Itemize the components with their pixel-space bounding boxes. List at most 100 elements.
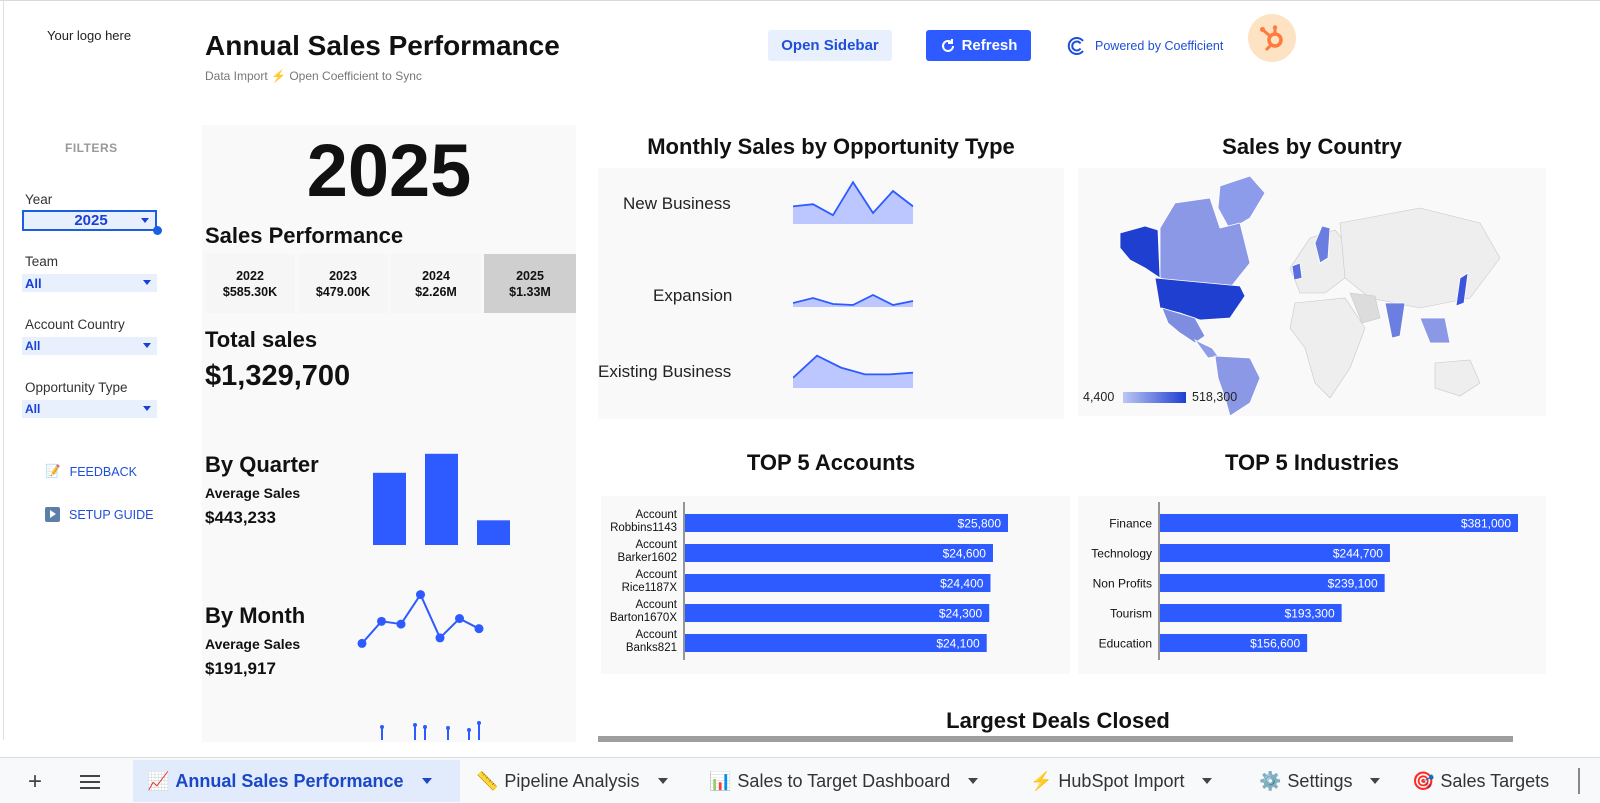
chevron-down-icon[interactable] bbox=[1370, 778, 1381, 784]
bar-value-label: $24,400 bbox=[940, 577, 984, 591]
year-label: 2022 bbox=[236, 268, 264, 283]
chevron-down-icon[interactable] bbox=[1202, 778, 1213, 784]
quarter-bar bbox=[477, 520, 510, 545]
sparkline-line bbox=[793, 354, 914, 379]
bar bbox=[1160, 604, 1342, 622]
tab-settings[interactable]: ⚙️ Settings bbox=[1245, 760, 1390, 802]
chevron-down-icon[interactable] bbox=[421, 778, 432, 784]
gear-icon: ⚙️ bbox=[1259, 770, 1282, 791]
bar-value-label: $156,600 bbox=[1250, 637, 1300, 651]
memo-icon: 📝 bbox=[45, 464, 61, 478]
bar-chart-icon: 📊 bbox=[709, 770, 732, 791]
month-point bbox=[377, 616, 386, 626]
tab-sales-targets[interactable]: 🎯 Sales Targets bbox=[1398, 760, 1578, 802]
month-avg-value: $191,917 bbox=[205, 659, 276, 678]
lightning-icon: ⚡ bbox=[1030, 770, 1053, 791]
filter-team-select[interactable]: All bbox=[22, 274, 157, 292]
tab-pipeline-analysis[interactable]: 📏 Pipeline Analysis bbox=[462, 760, 688, 802]
partial-stem-chart bbox=[380, 721, 481, 740]
map-south-america bbox=[1214, 355, 1261, 416]
chevron-down-icon bbox=[143, 406, 151, 411]
year-value: $479.00K bbox=[315, 284, 371, 299]
quarter-avg-value: $443,233 bbox=[205, 508, 276, 527]
filter-team-label: Team bbox=[25, 254, 59, 269]
bar-category-label: Barker1602 bbox=[618, 552, 677, 564]
bar bbox=[685, 604, 990, 622]
selection-handle[interactable] bbox=[153, 226, 162, 235]
setup-guide-label: SETUP GUIDE bbox=[69, 507, 154, 522]
month-avg-label: Average Sales bbox=[205, 636, 301, 652]
chevron-down-icon[interactable] bbox=[968, 778, 979, 784]
feedback-link[interactable]: 📝 FEEDBACK bbox=[45, 464, 137, 479]
bar-category-label: Banks821 bbox=[626, 642, 677, 654]
tab-hubspot-import[interactable]: ⚡ HubSpot Import bbox=[1016, 760, 1241, 802]
open-sidebar-button[interactable]: Open Sidebar bbox=[768, 30, 892, 61]
month-point bbox=[455, 614, 464, 624]
year-cell-2022[interactable]: 2022 $585.30K bbox=[205, 254, 295, 313]
bar-category-label: Robbins1143 bbox=[610, 522, 677, 534]
subtitle-sync: Open Coefficient to Sync bbox=[289, 69, 422, 83]
tab-label: HubSpot Import bbox=[1058, 770, 1185, 791]
largest-deals-title: Largest Deals Closed bbox=[946, 708, 1170, 733]
map-russia-asia bbox=[1339, 207, 1501, 309]
add-sheet-icon[interactable]: + bbox=[28, 768, 43, 795]
filter-opportunity-select[interactable]: All bbox=[22, 400, 157, 418]
year-value: $1.33M bbox=[509, 284, 551, 299]
monthly-sales-title: Monthly Sales by Opportunity Type bbox=[647, 134, 1015, 159]
filter-opportunity-value: All bbox=[25, 402, 41, 416]
bar bbox=[1160, 634, 1308, 652]
map-japan bbox=[1455, 272, 1469, 307]
powered-by-link[interactable]: Powered by Coefficient bbox=[1067, 36, 1223, 56]
coefficient-icon bbox=[1067, 37, 1084, 55]
bar-value-label: $244,700 bbox=[1333, 547, 1383, 561]
year-cell-2025[interactable]: 2025 $1.33M bbox=[484, 254, 576, 313]
map-legend-min: 4,400 bbox=[1083, 390, 1115, 404]
map-africa bbox=[1289, 297, 1366, 399]
filter-year-select[interactable]: 2025 bbox=[22, 210, 157, 231]
top-accounts-bar-chart: $25,800AccountRobbins1143$24,600AccountB… bbox=[610, 502, 1008, 660]
refresh-button[interactable]: Refresh bbox=[926, 30, 1031, 61]
map-greenland bbox=[1217, 175, 1266, 231]
filter-team-value: All bbox=[25, 275, 42, 291]
target-icon: 🎯 bbox=[1412, 770, 1435, 791]
top-industries-title: TOP 5 Industries bbox=[1224, 450, 1400, 475]
month-point bbox=[357, 638, 367, 648]
sparkline-existing-business bbox=[793, 354, 914, 388]
sparkline-area bbox=[793, 182, 913, 224]
year-cell-2023[interactable]: 2023 $479.00K bbox=[298, 254, 388, 313]
tab-sales-to-target-dashboard[interactable]: 📊 Sales to Target Dashboard bbox=[695, 760, 1005, 802]
bar bbox=[1160, 544, 1390, 562]
chevron-down-icon bbox=[143, 343, 151, 348]
map-southeast-asia bbox=[1419, 317, 1451, 344]
all-sheets-icon[interactable] bbox=[80, 775, 100, 789]
ruler-icon: 📏 bbox=[476, 770, 499, 791]
bar-category-label: Tourism bbox=[1110, 607, 1152, 621]
map-legend-gradient bbox=[1123, 392, 1186, 403]
bar-category-label: Account bbox=[635, 509, 677, 521]
left-divider bbox=[3, 0, 4, 740]
tab-label: Settings bbox=[1287, 770, 1353, 791]
setup-guide-link[interactable]: SETUP GUIDE bbox=[45, 507, 154, 522]
map-middle-east bbox=[1349, 292, 1381, 324]
sparkline-line bbox=[793, 180, 914, 217]
map-alaska bbox=[1119, 225, 1161, 279]
bar-category-label: Technology bbox=[1091, 547, 1152, 561]
bar-value-label: $239,100 bbox=[1328, 577, 1378, 591]
quarter-bar-chart bbox=[373, 453, 510, 545]
tabs-scroll-divider bbox=[1578, 768, 1580, 794]
year-cell-2024[interactable]: 2024 $2.26M bbox=[391, 254, 481, 313]
bar-category-label: Rice1187X bbox=[622, 582, 678, 594]
filter-country-select[interactable]: All bbox=[22, 337, 157, 355]
sparkline-new-business bbox=[793, 180, 914, 224]
bar-category-label: Finance bbox=[1109, 517, 1152, 531]
page-title: Annual Sales Performance bbox=[205, 30, 560, 61]
map-india bbox=[1384, 302, 1406, 339]
year-value: $2.26M bbox=[415, 284, 457, 299]
map-australia bbox=[1434, 359, 1481, 397]
tab-annual-sales-performance[interactable]: 📈 Annual Sales Performance bbox=[133, 760, 460, 802]
chevron-down-icon[interactable] bbox=[657, 778, 668, 784]
summary-panel bbox=[202, 125, 576, 742]
lightning-icon: ⚡ bbox=[271, 69, 286, 83]
powered-label: Powered by Coefficient bbox=[1095, 39, 1224, 53]
tab-label: Pipeline Analysis bbox=[504, 770, 640, 791]
